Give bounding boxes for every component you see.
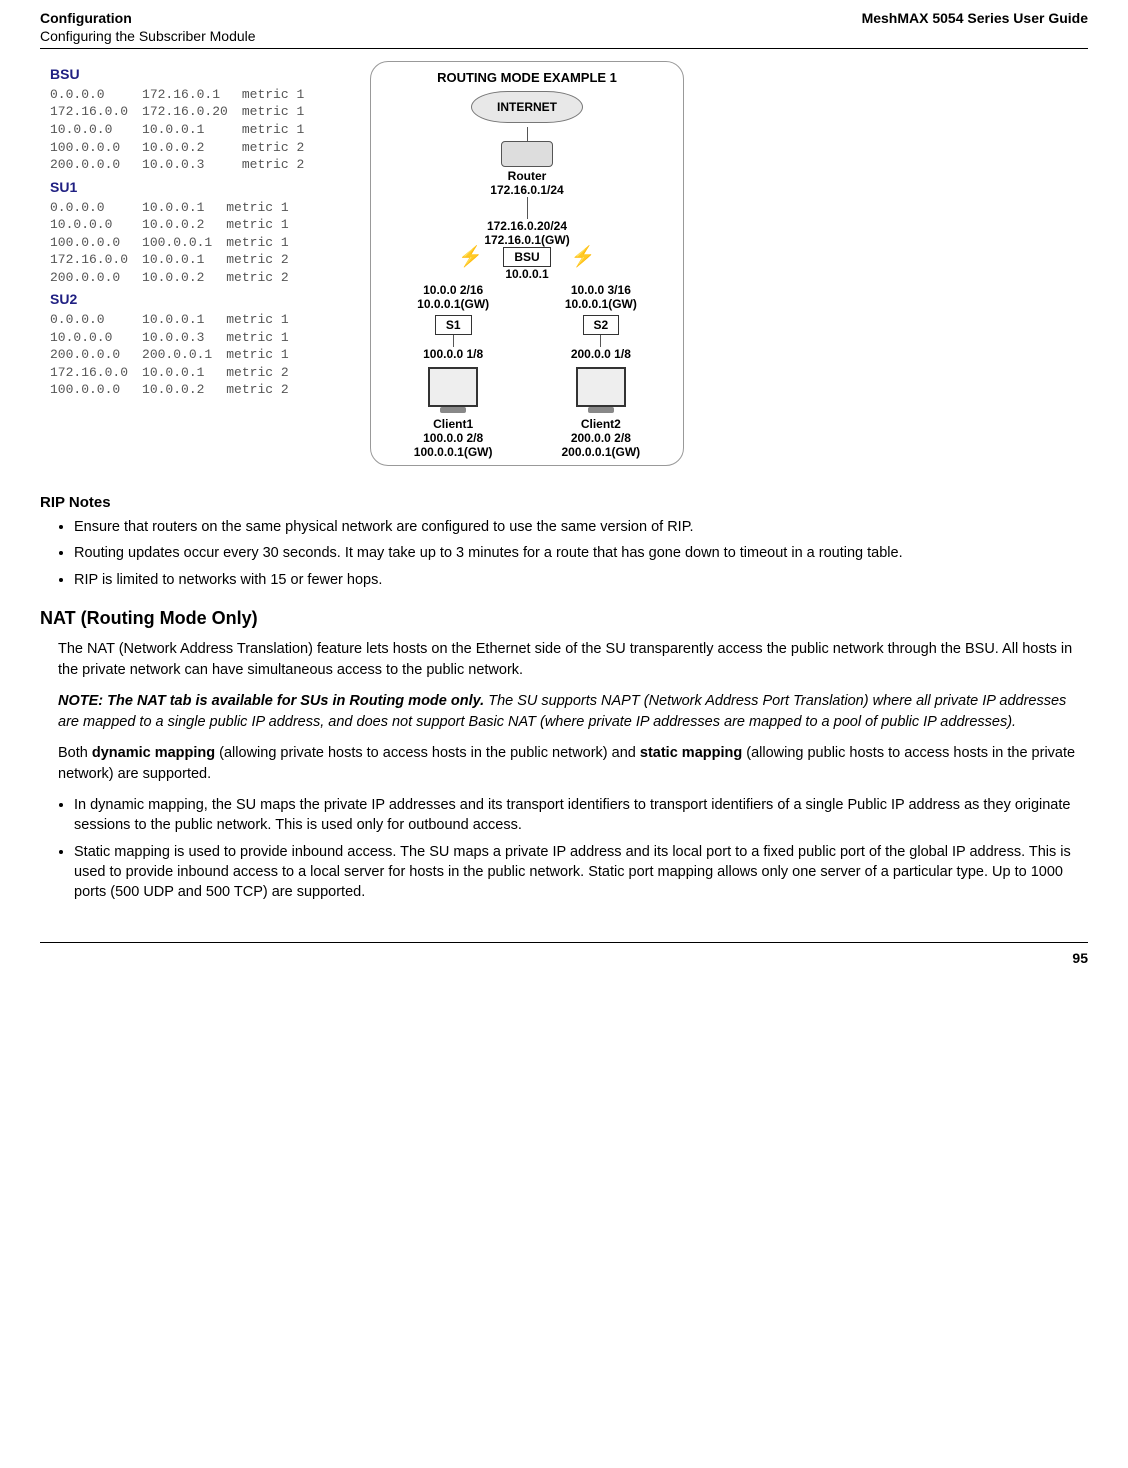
nat-p1: The NAT (Network Address Translation) fe… <box>58 639 1088 681</box>
s1-ip: 10.0.0 2/16 <box>385 283 521 297</box>
nat-list: In dynamic mapping, the SU maps the priv… <box>40 795 1088 902</box>
client1-gw: 100.0.0.1(GW) <box>385 445 521 459</box>
s2-box: S2 <box>583 315 620 335</box>
s1-net: 100.0.0 1/8 <box>385 347 521 361</box>
s2-net: 200.0.0 1/8 <box>533 347 669 361</box>
divider-top <box>40 48 1088 49</box>
client2-icon <box>576 367 626 407</box>
bsu-gw: 172.16.0.1(GW) <box>377 233 677 247</box>
su1-table: 0.0.0.010.0.0.1metric 1 10.0.0.010.0.0.2… <box>50 199 303 287</box>
client1-label: Client1 <box>385 417 521 431</box>
nat-p2: Both dynamic mapping (allowing private h… <box>58 743 1088 785</box>
client2-gw: 200.0.0.1(GW) <box>533 445 669 459</box>
list-item: Static mapping is used to provide inboun… <box>74 842 1088 903</box>
bsu-label: BSU <box>50 65 340 84</box>
s2-ip: 10.0.0 3/16 <box>533 283 669 297</box>
list-item: Routing updates occur every 30 seconds. … <box>74 543 1088 563</box>
internet-cloud-icon: INTERNET <box>471 91 583 123</box>
bsu-top-ip: 172.16.0.20/24 <box>377 219 677 233</box>
rip-notes-list: Ensure that routers on the same physical… <box>40 517 1088 590</box>
router-icon <box>501 141 553 167</box>
client2-ip: 200.0.0 2/8 <box>533 431 669 445</box>
bolt-left-icon: ⚡ <box>458 247 483 267</box>
bsu-table: 0.0.0.0172.16.0.1metric 1 172.16.0.0172.… <box>50 86 318 174</box>
su2-table: 0.0.0.010.0.0.1metric 1 10.0.0.010.0.0.3… <box>50 311 303 399</box>
su1-label: SU1 <box>50 178 340 197</box>
header-right: MeshMAX 5054 Series User Guide <box>862 10 1088 26</box>
s1-box: S1 <box>435 315 472 335</box>
divider-bottom <box>40 942 1088 943</box>
page-number: 95 <box>40 950 1088 966</box>
figure-area: BSU 0.0.0.0172.16.0.1metric 1 172.16.0.0… <box>50 61 1088 466</box>
su2-label: SU2 <box>50 290 340 309</box>
routing-diagram: ROUTING MODE EXAMPLE 1 INTERNET Router 1… <box>370 61 684 466</box>
s1-gw: 10.0.0.1(GW) <box>385 297 521 311</box>
note-bold: The NAT tab is available for SUs in Rout… <box>107 693 484 709</box>
router-ip: 172.16.0.1/24 <box>377 183 677 197</box>
list-item: Ensure that routers on the same physical… <box>74 517 1088 537</box>
nat-note: NOTE: The NAT tab is available for SUs i… <box>58 691 1088 733</box>
note-lead: NOTE: <box>58 693 103 709</box>
bsu-ip: 10.0.0.1 <box>377 267 677 281</box>
routing-tables: BSU 0.0.0.0172.16.0.1metric 1 172.16.0.0… <box>50 61 340 466</box>
header-left: Configuration <box>40 10 132 26</box>
client1-icon <box>428 367 478 407</box>
bolt-right-icon: ⚡ <box>571 247 596 267</box>
rip-notes-title: RIP Notes <box>40 494 1088 511</box>
s2-gw: 10.0.0.1(GW) <box>533 297 669 311</box>
diagram-title: ROUTING MODE EXAMPLE 1 <box>377 70 677 85</box>
router-label: Router <box>377 169 677 183</box>
nat-title: NAT (Routing Mode Only) <box>40 608 1088 629</box>
bsu-box: BSU <box>503 247 550 267</box>
list-item: RIP is limited to networks with 15 or fe… <box>74 570 1088 590</box>
client2-label: Client2 <box>533 417 669 431</box>
client1-ip: 100.0.0 2/8 <box>385 431 521 445</box>
header-sub: Configuring the Subscriber Module <box>40 28 1088 44</box>
list-item: In dynamic mapping, the SU maps the priv… <box>74 795 1088 836</box>
